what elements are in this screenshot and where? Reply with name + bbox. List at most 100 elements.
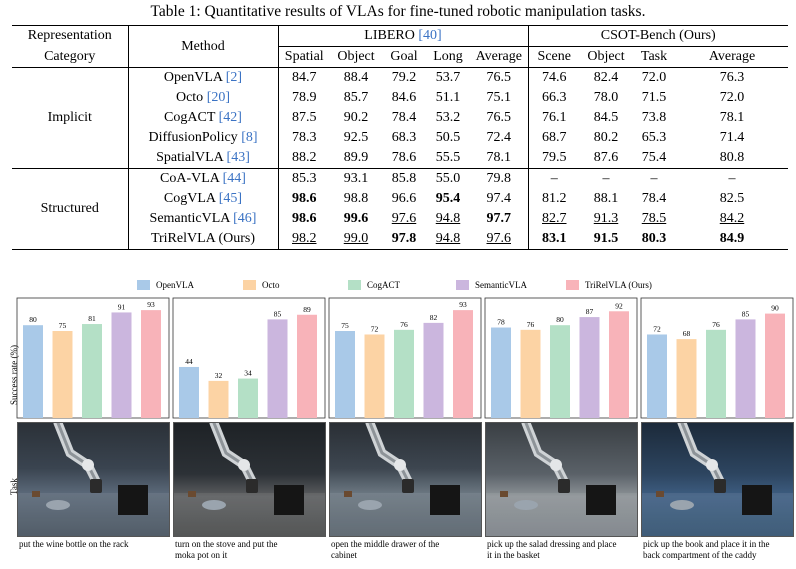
value-cell: 78.9 [292,90,317,105]
value-cell: 85.3 [292,171,317,186]
value-cell: 66.3 [542,90,567,105]
value-cell: 68.7 [542,130,567,145]
value-cell: 53.2 [435,110,461,125]
value-cell: 78.4 [391,110,417,125]
column-header: Average [676,46,788,68]
value-cell: 84.7 [292,70,317,85]
value-cell: 94.8 [435,231,461,246]
bar-value-label: 72 [653,324,661,333]
bar-value-label: 93 [147,300,155,309]
value-cell: 87.5 [292,110,317,125]
bar [238,378,258,418]
value-cell: – [728,171,736,186]
bar [364,334,385,418]
table-caption: Table 1: Quantitative results of VLAs fo… [150,3,646,20]
table-row: CogVLA [45] 98.6 98.8 96.6 95.4 97.4 81.2 88.1 7… [12,189,788,209]
results-figure: OpenVLA Octo CogACT SemanticVLA TriRelVLA (O… [0,272,796,569]
task-description: pick up the salad dressing and place it i… [487,539,617,560]
legend-item: TriRelVLA (Ours) [566,280,652,290]
value-cell: – [550,171,558,186]
bar-value-label: 85 [274,309,282,318]
legend-swatch [137,280,150,290]
value-cell: 72.0 [719,90,745,105]
bar-value-label: 80 [29,315,37,324]
column-header: Object [580,46,632,68]
bar-value-label: 91 [118,302,126,311]
value-cell: 75.4 [641,150,667,165]
bar-value-label: 75 [341,321,349,330]
method-cell: OpenVLA [2] [128,67,279,88]
value-cell: 96.6 [391,191,417,206]
results-table: Representation Method LIBERO [40] CSOT-B… [12,25,788,250]
bar-value-label: 32 [215,371,223,380]
value-cell: 78.0 [593,90,619,105]
value-cell: – [650,171,658,186]
bar-value-label: 34 [244,369,252,378]
value-cell: 88.2 [292,150,317,165]
value-cell: 82.7 [542,211,567,226]
bar [52,331,73,418]
column-header: Task [632,46,676,68]
bar-value-label: 90 [771,304,779,313]
bar-value-label: 44 [185,357,193,366]
bar [453,310,473,418]
task-description: open the middle drawer of the cabinet [331,539,440,560]
value-cell: 83.1 [542,231,567,246]
bar-value-label: 81 [88,314,96,323]
legend-swatch [566,280,579,290]
bar [579,317,600,418]
task-scene-image [17,422,170,537]
legend-label: SemanticVLA [475,280,527,290]
bar-value-label: 92 [615,301,623,310]
method-cell: SpatialVLA [43] [128,148,279,169]
value-cell: 76.5 [470,67,529,88]
bar-value-label: 89 [303,305,311,314]
legend-swatch [348,280,361,290]
method-cell: CoA-VLA [44] [128,168,279,189]
bar [520,329,541,418]
bar-value-label: 80 [556,315,564,324]
column-header: Spatial [278,46,330,68]
header-repr: Representation [12,25,129,47]
value-cell: 79.2 [391,70,417,85]
bar [179,366,199,418]
value-cell: 84.9 [719,231,745,246]
bar-charts: 80 75 81 91 93 44 32 34 85 89 75 72 76 82 93 78 76 80 87 92… [16,297,794,419]
bar [297,314,317,418]
header-method: Method [128,25,279,68]
value-cell: 87.6 [593,150,619,165]
value-cell: 71.5 [641,90,667,105]
value-cell: 85.8 [391,171,417,186]
value-cell: 98.2 [292,231,317,246]
bar [735,319,756,418]
bar [141,310,161,418]
bar-value-label: 68 [683,329,691,338]
bar-value-label: 76 [712,320,720,329]
method-cell: TriRelVLA (Ours) [128,229,279,250]
value-cell: 50.5 [435,130,461,145]
task-description: turn on the stove and put the moka pot on… [175,539,278,560]
value-cell: 88.4 [343,70,369,85]
task-description: put the wine bottle on the rack [19,539,129,549]
value-cell: 68.3 [391,130,417,145]
bar-value-label: 76 [400,320,408,329]
legend-item: SemanticVLA [456,280,527,290]
table-row: CogACT [42] 87.5 90.2 78.4 53.2 76.5 76.1 84.5 7… [12,108,788,128]
value-cell: 76.5 [470,108,529,128]
bar [765,313,785,418]
value-cell: 84.6 [391,90,417,105]
value-cell: 99.0 [343,231,369,246]
value-cell: 71.4 [719,130,745,145]
legend-item: Octo [243,280,280,290]
value-cell: 78.5 [641,211,667,226]
value-cell: 94.8 [435,211,461,226]
task-description: pick up the book and place it in the back… [643,539,770,560]
bar [335,331,355,418]
value-cell: 55.5 [435,150,461,165]
table-row: SemanticVLA [46] 98.6 99.6 97.6 94.8 97.7 82.7… [12,209,788,229]
value-cell: 97.6 [391,211,417,226]
bar-value-label: 93 [459,300,467,309]
legend-item: CogACT [348,280,400,290]
value-cell: 92.5 [343,130,369,145]
value-cell: 72.0 [641,70,667,85]
